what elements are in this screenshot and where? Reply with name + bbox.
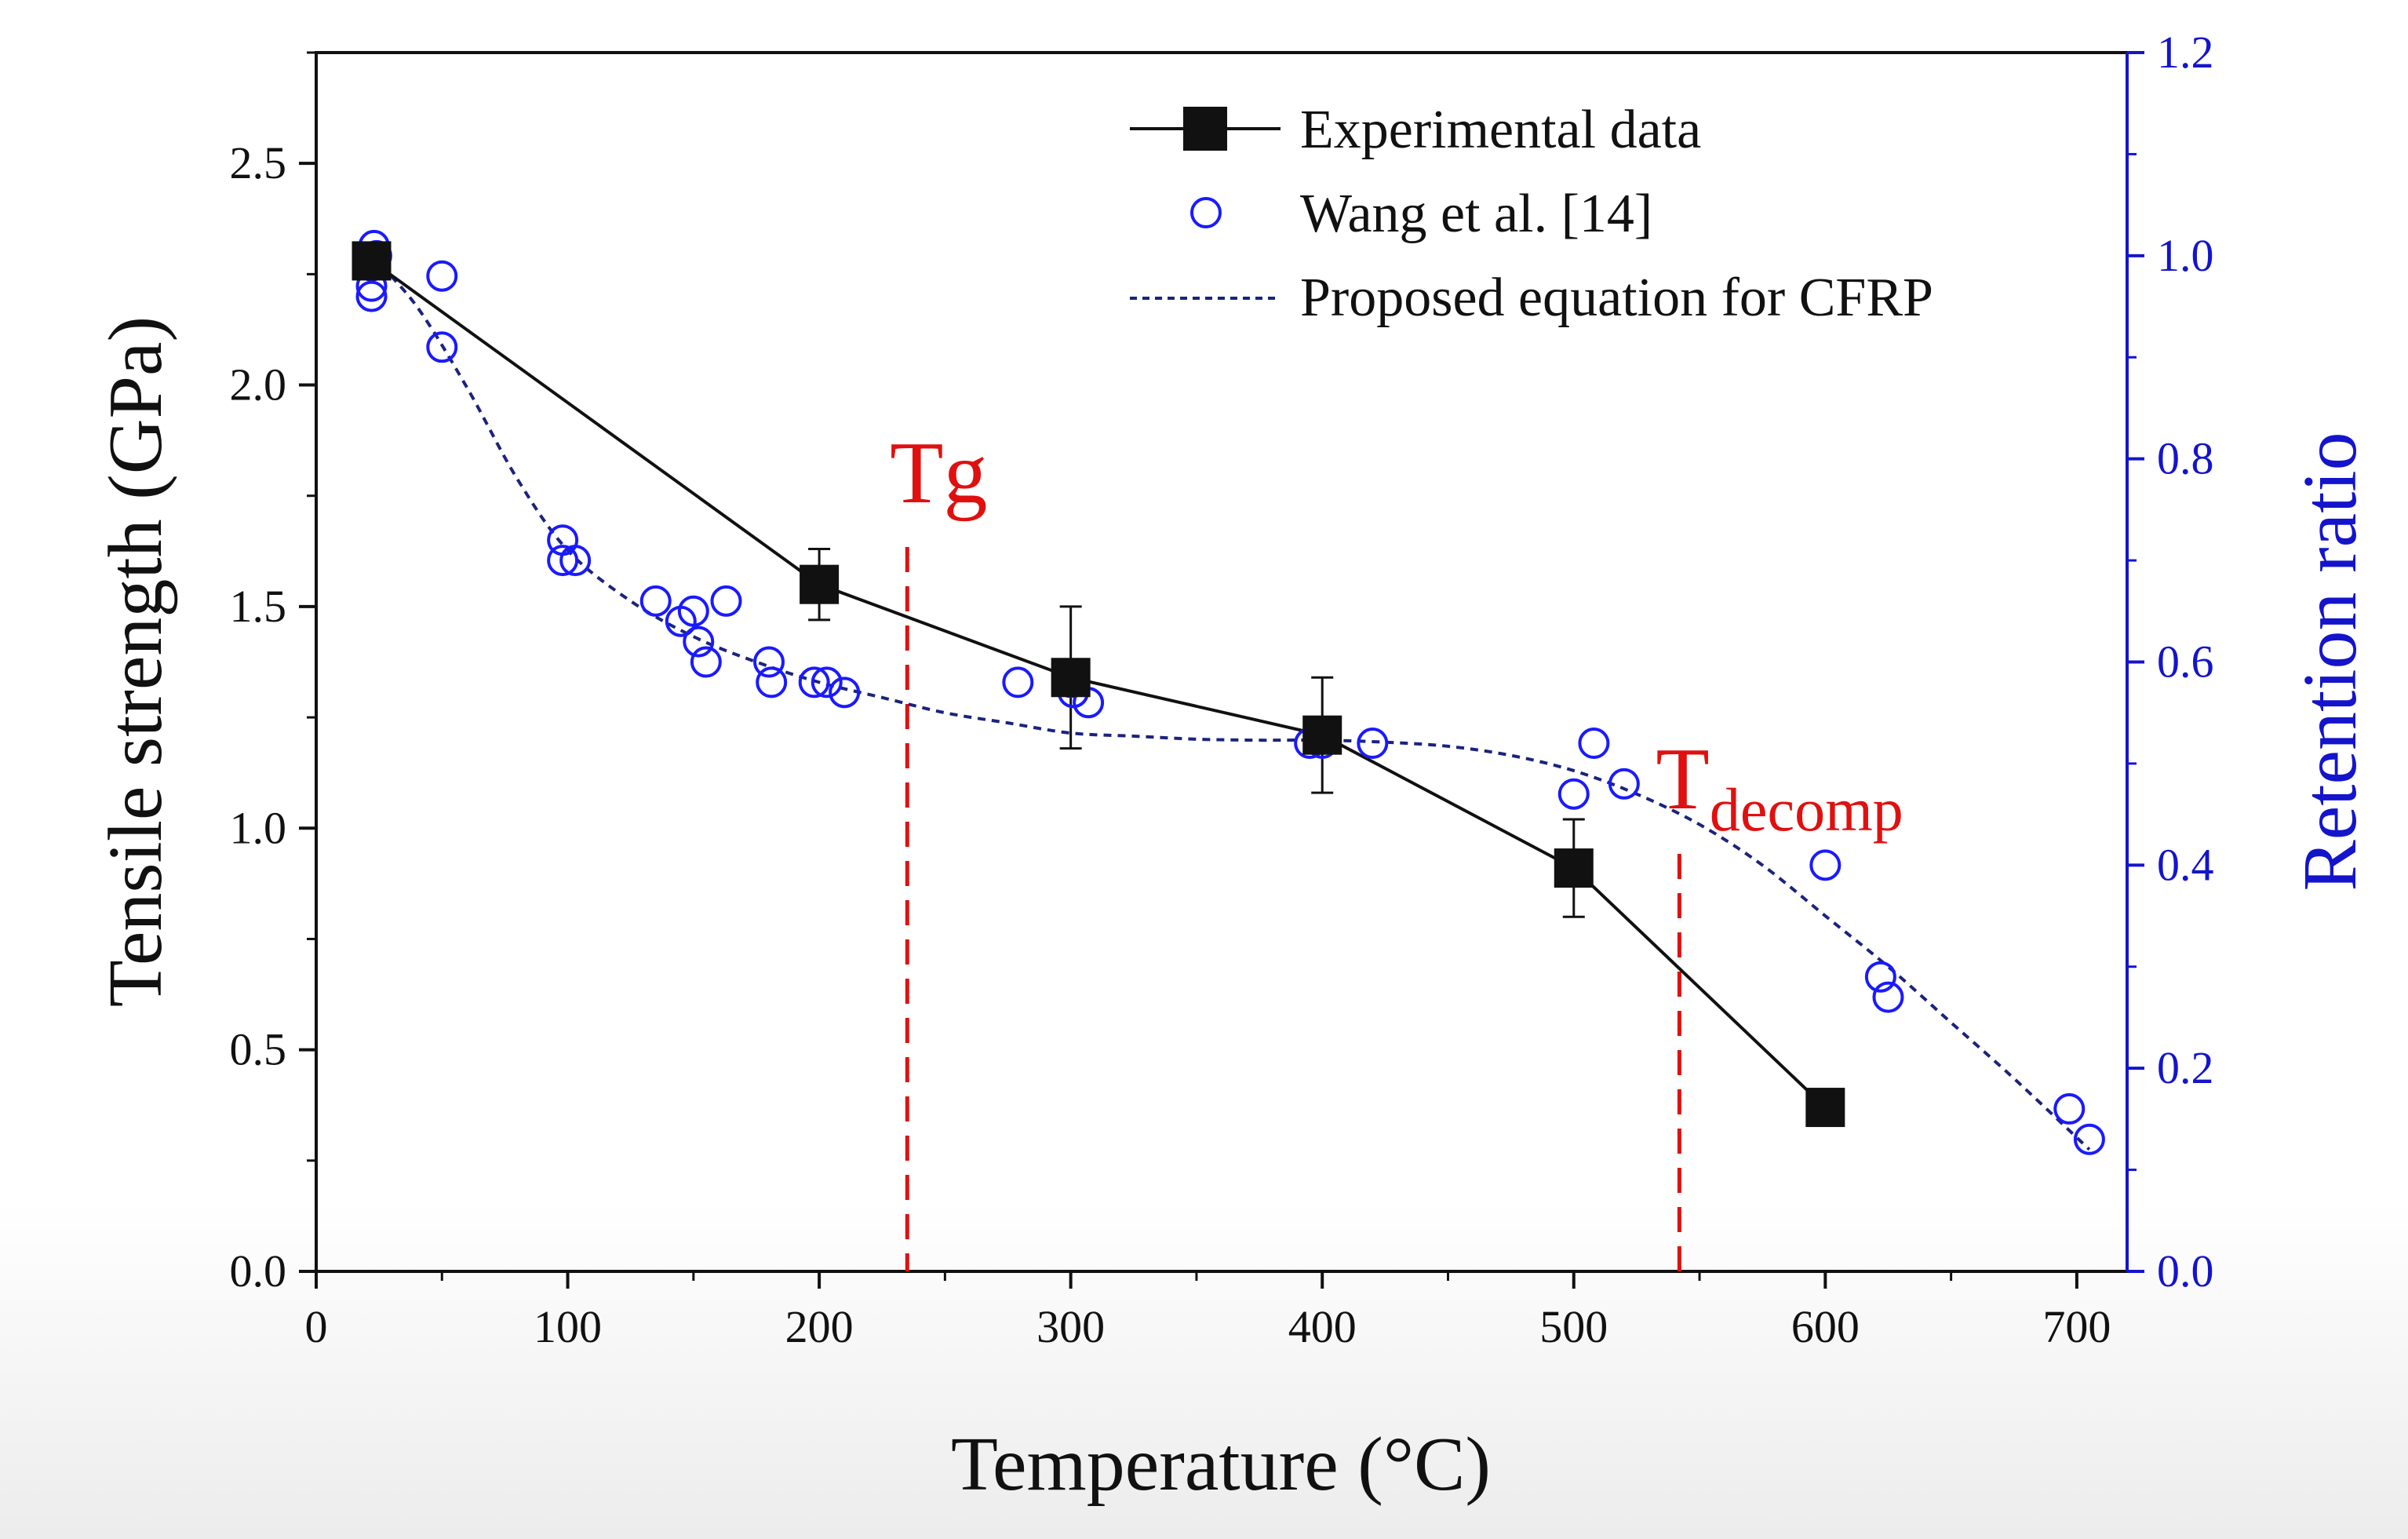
wang-data-point — [677, 595, 709, 627]
wang-data-point — [355, 280, 388, 312]
wang-data-point — [683, 625, 715, 658]
wang-data-point — [426, 331, 458, 363]
wang-data-point — [2053, 1092, 2086, 1125]
y2-tick-label: 0.0 — [2157, 1245, 2214, 1296]
wang-data-point — [559, 545, 592, 577]
y2-tick-label: 0.2 — [2157, 1042, 2214, 1093]
wang-data-point — [1557, 778, 1590, 810]
x-tick-label: 200 — [785, 1301, 854, 1352]
wang-data-point — [710, 585, 742, 617]
y2-tick-label: 0.6 — [2157, 636, 2214, 687]
y2-tick-label: 1.0 — [2157, 230, 2214, 281]
wang-data-point — [1872, 981, 1904, 1013]
legend-exp-label: Experimental data — [1300, 100, 1701, 160]
x-tick-label: 0 — [305, 1301, 328, 1352]
wang-data-point — [1002, 666, 1034, 698]
proposed-equation-curve — [370, 254, 2091, 1151]
wang-data-point — [1864, 961, 1896, 993]
x-tick-label: 600 — [1791, 1301, 1860, 1352]
wang-data-point — [811, 666, 843, 698]
experimental-data-point — [1805, 1088, 1845, 1128]
wang-data-point — [1809, 849, 1842, 881]
wang-data-point — [829, 677, 861, 709]
wang-data-point — [1357, 728, 1389, 760]
wang-data-point — [547, 545, 579, 577]
x-tick-label: 500 — [1539, 1301, 1608, 1352]
y-tick-label: 1.5 — [230, 581, 287, 632]
annotation-lines — [905, 547, 1681, 1271]
experimental-data-point — [1554, 848, 1594, 888]
experimental-line — [370, 259, 1827, 1109]
series-layer — [352, 229, 2105, 1155]
y2-axis-title: Retention ratio — [2288, 432, 2373, 891]
tdecomp-annotation-label: Tdecomp — [1656, 731, 1903, 844]
experimental-data-point — [1051, 658, 1091, 698]
wang-data-point — [1578, 728, 1610, 760]
y2-tick-label: 1.2 — [2157, 27, 2214, 78]
wang-data-point — [2073, 1123, 2105, 1155]
wang-data-point — [639, 585, 672, 617]
experimental-data-point — [352, 241, 392, 281]
wang-data-point — [753, 646, 785, 678]
legend-exp-marker — [1183, 107, 1227, 151]
x-axis-title: Temperature (°C) — [951, 1422, 1491, 1507]
y2-tick-label: 0.4 — [2157, 839, 2214, 890]
y-axis-title: Tensile strength (GPa) — [93, 316, 178, 1007]
x-tick-label: 700 — [2042, 1301, 2111, 1352]
axis-ticks: 0 100 200 300 400 500 600 700 0.0 0.5 1.0 1.5 2.0 2.5… — [230, 27, 2214, 1352]
experimental-data-point — [800, 564, 840, 604]
y-tick-label: 1.0 — [230, 802, 287, 853]
y-tick-label: 2.0 — [230, 359, 287, 410]
tdecomp-main: T — [1656, 731, 1709, 828]
legend: Experimental data Wang et al. [14] Propo… — [1130, 100, 1933, 328]
x-tick-label: 100 — [534, 1301, 602, 1352]
wang-data-point — [756, 666, 788, 698]
x-tick-label: 300 — [1036, 1301, 1105, 1352]
tdecomp-subscript: decomp — [1710, 775, 1903, 844]
wang-data-point — [798, 666, 830, 698]
y-tick-label: 2.5 — [230, 137, 287, 188]
wang-data-point — [1608, 768, 1640, 800]
x-tick-label: 400 — [1288, 1301, 1357, 1352]
y-tick-label: 0.5 — [230, 1024, 287, 1075]
y2-tick-label: 0.8 — [2157, 433, 2214, 484]
legend-wang-label: Wang et al. [14] — [1300, 184, 1652, 244]
legend-wang-marker — [1190, 197, 1222, 228]
plot-frame — [315, 51, 2129, 1273]
wang-data-point — [690, 646, 722, 678]
wang-data-point — [426, 260, 458, 292]
legend-eq-label: Proposed equation for CFRP — [1300, 268, 1933, 328]
y-tick-label: 0.0 — [230, 1245, 287, 1296]
tg-annotation-label: Tg — [890, 425, 987, 522]
experimental-data-point — [1302, 715, 1342, 755]
